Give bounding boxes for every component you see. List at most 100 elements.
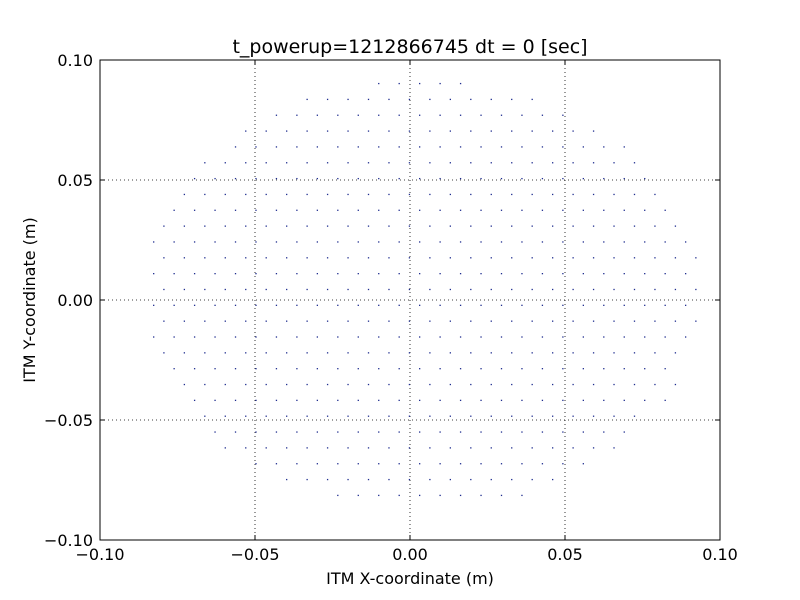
- data-point: [224, 415, 226, 417]
- data-point: [214, 209, 216, 211]
- data-point: [204, 257, 206, 259]
- data-point: [265, 383, 267, 386]
- data-point: [286, 478, 288, 481]
- data-point: [613, 162, 615, 164]
- data-point: [521, 336, 523, 338]
- data-point: [552, 415, 554, 417]
- data-point: [173, 241, 175, 243]
- data-point: [163, 320, 165, 322]
- data-point: [347, 98, 349, 101]
- data-point: [511, 130, 513, 132]
- data-point: [470, 352, 472, 354]
- data-point: [613, 320, 615, 322]
- data-point: [531, 288, 533, 291]
- data-point: [572, 193, 574, 196]
- data-point: [429, 352, 431, 354]
- data-point: [419, 114, 421, 116]
- data-point: [470, 257, 472, 259]
- data-point: [337, 177, 339, 180]
- data-point: [654, 352, 656, 354]
- data-point: [265, 162, 267, 164]
- data-point: [224, 162, 226, 164]
- data-point: [306, 225, 308, 227]
- x-tick-label: −0.10: [75, 545, 124, 564]
- data-point: [429, 478, 431, 481]
- data-point: [541, 146, 544, 148]
- data-point: [367, 193, 370, 196]
- data-point: [439, 146, 441, 148]
- data-point: [214, 368, 216, 370]
- data-point: [459, 336, 462, 338]
- data-point: [490, 320, 492, 322]
- data-point: [245, 383, 247, 386]
- data-point: [214, 431, 216, 433]
- data-point: [367, 257, 370, 259]
- data-point: [664, 368, 666, 370]
- data-point: [572, 162, 574, 164]
- data-point: [480, 304, 482, 306]
- data-point: [183, 288, 186, 291]
- data-point: [245, 225, 247, 227]
- data-point: [562, 241, 564, 243]
- data-point: [408, 130, 411, 132]
- data-point: [286, 352, 288, 354]
- data-point: [664, 399, 666, 402]
- data-point: [378, 399, 380, 402]
- data-point: [459, 273, 462, 275]
- data-point: [674, 352, 677, 354]
- data-point: [684, 241, 687, 243]
- data-point: [245, 162, 247, 164]
- data-point: [439, 273, 441, 275]
- data-point: [153, 241, 155, 243]
- data-point: [265, 288, 267, 291]
- data-point: [664, 241, 666, 243]
- x-tick-label: 0.10: [702, 545, 738, 564]
- data-point: [459, 82, 462, 85]
- data-point: [419, 431, 421, 433]
- data-point: [449, 320, 451, 322]
- data-point: [470, 320, 472, 322]
- data-point: [572, 257, 574, 259]
- data-point: [582, 273, 584, 275]
- data-point: [592, 415, 595, 417]
- data-point: [439, 304, 441, 306]
- data-point: [326, 98, 329, 101]
- data-point: [500, 304, 503, 306]
- data-point: [347, 415, 349, 417]
- data-point: [193, 273, 196, 275]
- data-point: [511, 98, 513, 101]
- data-point: [275, 241, 278, 243]
- data-point: [408, 257, 411, 259]
- data-point: [234, 146, 237, 148]
- data-point: [674, 257, 677, 259]
- data-point: [224, 225, 226, 227]
- data-point: [326, 193, 329, 196]
- data-point: [378, 431, 380, 433]
- data-point: [521, 431, 523, 433]
- data-point: [633, 383, 636, 386]
- data-point: [357, 463, 359, 465]
- data-point: [582, 209, 584, 211]
- data-point: [531, 320, 533, 322]
- data-point: [429, 162, 431, 164]
- data-point: [419, 273, 421, 275]
- data-point: [388, 352, 390, 354]
- data-point: [654, 257, 656, 259]
- data-point: [582, 463, 584, 465]
- data-point: [398, 209, 400, 211]
- data-point: [255, 399, 257, 402]
- x-tick-labels: −0.10 −0.05 0.00 0.05 0.10: [75, 545, 737, 564]
- data-point: [245, 352, 247, 354]
- data-point: [275, 146, 278, 148]
- data-point: [490, 98, 492, 101]
- data-point: [439, 177, 441, 180]
- data-point: [541, 368, 544, 370]
- data-point: [193, 209, 196, 211]
- data-point: [296, 463, 298, 465]
- data-point: [173, 304, 175, 306]
- data-point: [275, 209, 278, 211]
- data-point: [398, 177, 400, 180]
- data-point: [449, 288, 451, 291]
- data-point: [224, 320, 226, 322]
- data-point: [449, 447, 451, 449]
